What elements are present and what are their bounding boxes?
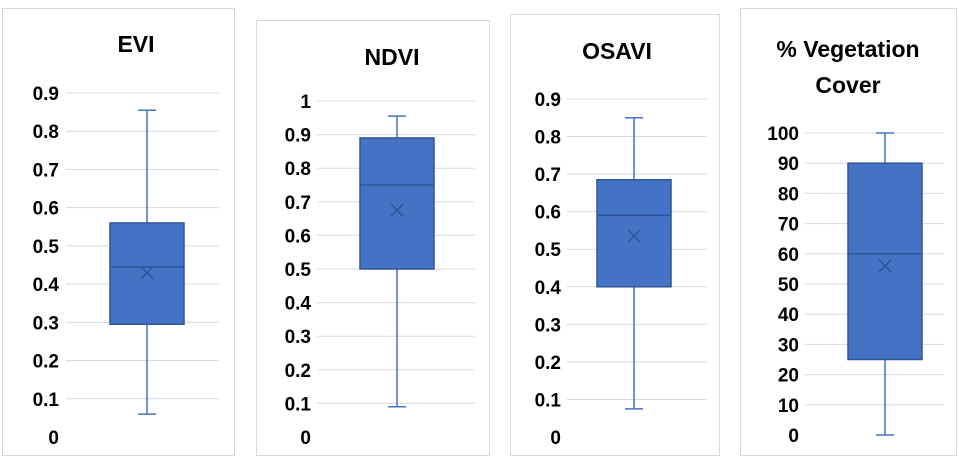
y-tick-label: 0.6	[535, 203, 561, 224]
chart-panel-evi: EVI 0 0.1 0.2 0.3 0.4 0.5 0.6 0.7 0.8 0.9	[2, 8, 235, 456]
y-tick-label: 0	[550, 428, 561, 449]
box-plot-osavi: OSAVI 0 0.1 0.2 0.3 0.4 0.5 0.6 0.7 0.8 0.9	[535, 38, 707, 449]
iqr-box	[596, 178, 672, 288]
y-tick-label: 0.1	[535, 390, 562, 411]
y-tick-label: 0.7	[535, 165, 561, 186]
y-tick-label: 0.1	[33, 390, 60, 411]
y-tick-label: 0.8	[535, 128, 561, 149]
y-tick-label: 30	[778, 335, 799, 356]
chart-title: EVI	[117, 31, 154, 57]
y-tick-label: 0.5	[33, 237, 60, 258]
y-tick-label: 0.4	[285, 294, 312, 315]
y-tick-label: 0.5	[285, 260, 312, 281]
y-tick-label: 10	[778, 396, 799, 417]
box-plot-ndvi: NDVI 0 0.1 0.2 0.3 0.4 0.5 0.6 0.7 0.8 0.9 1	[285, 44, 475, 449]
y-tick-label: 0	[300, 428, 311, 449]
y-tick-label: 0.3	[33, 313, 59, 334]
y-tick-label: 0.3	[535, 315, 561, 336]
y-tick-label: 0.6	[285, 226, 311, 247]
y-tick-label: 0.9	[285, 126, 311, 147]
chart-panel-osavi: OSAVI 0 0.1 0.2 0.3 0.4 0.5 0.6 0.7 0.8 0.9	[510, 14, 720, 456]
y-tick-label: 0.2	[285, 361, 311, 382]
chart-title: Cover	[815, 72, 880, 98]
y-tick-label: 0.1	[285, 394, 312, 415]
chart-title: NDVI	[365, 44, 420, 70]
y-tick-label: 60	[778, 245, 799, 266]
y-tick-label: 100	[767, 124, 799, 145]
y-tick-label: 90	[778, 154, 799, 175]
y-tick-label: 80	[778, 184, 799, 205]
mean-marker	[878, 259, 892, 273]
y-tick-label: 0.9	[33, 84, 59, 105]
y-tick-label: 20	[778, 366, 799, 387]
y-tick-label: 1	[300, 92, 311, 113]
y-tick-label: 0.6	[33, 199, 59, 220]
y-tick-label: 0.4	[33, 275, 60, 296]
y-tick-label: 70	[778, 215, 799, 236]
y-tick-label: 0.4	[535, 278, 562, 299]
y-tick-label: 0	[788, 426, 799, 447]
y-tick-label: 0.5	[535, 240, 562, 261]
y-tick-label: 0.3	[285, 327, 311, 348]
iqr-box	[847, 162, 923, 361]
chart-title: % Vegetation	[776, 36, 919, 62]
y-tick-label: 0.2	[33, 352, 59, 373]
chart-title: OSAVI	[582, 38, 652, 64]
iqr-box	[359, 137, 435, 270]
y-tick-label: 0	[48, 428, 59, 449]
mean-marker	[390, 203, 404, 217]
box-plot-evi: EVI 0 0.1 0.2 0.3 0.4 0.5 0.6 0.7 0.8 0.9	[33, 31, 219, 449]
y-tick-label: 40	[778, 305, 799, 326]
mean-marker	[140, 266, 154, 280]
y-tick-label: 0.8	[285, 159, 311, 180]
chart-panel-ndvi: NDVI 0 0.1 0.2 0.3 0.4 0.5 0.6 0.7 0.8 0.9 1	[256, 20, 490, 456]
y-tick-label: 0.7	[33, 160, 59, 181]
y-tick-label: 0.2	[535, 353, 561, 374]
box-plot-vegetation-cover: % Vegetation Cover 0 10 20 30 40 50 60 70 80 90 100	[767, 36, 944, 447]
chart-panel-vegetation-cover: % Vegetation Cover 0 10 20 30 40 50 60 70 80 90 100	[740, 8, 957, 456]
y-tick-label: 0.8	[33, 122, 59, 143]
y-tick-label: 0.9	[535, 90, 561, 111]
mean-marker	[627, 229, 641, 243]
y-tick-label: 0.7	[285, 193, 311, 214]
y-tick-label: 50	[778, 275, 799, 296]
